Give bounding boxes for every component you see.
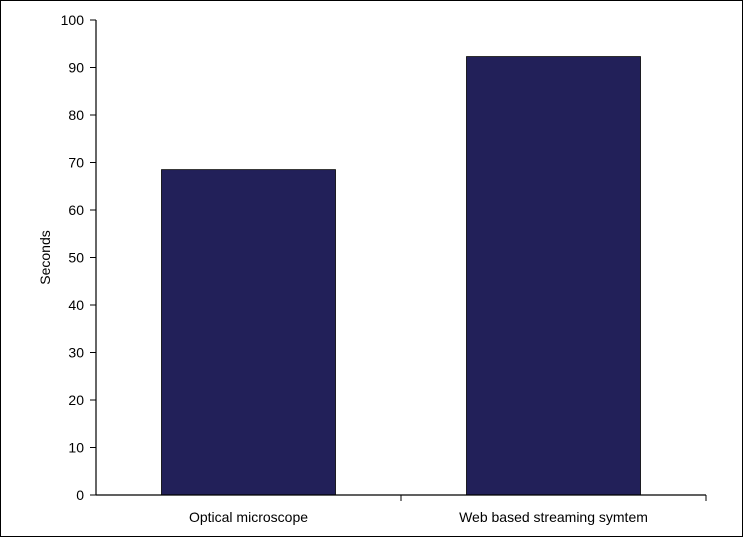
bars xyxy=(161,56,641,496)
x-tick-label: Web based streaming symtem xyxy=(459,509,648,525)
y-axis-label: Seconds xyxy=(37,230,53,284)
bar xyxy=(161,169,336,496)
x-tick-label: Optical microscope xyxy=(189,509,308,525)
y-tick-label: 50 xyxy=(68,250,84,266)
y-tick-label: 20 xyxy=(68,392,84,408)
y-tick-label: 60 xyxy=(68,202,84,218)
x-axis-ticks: Optical microscope Web based streaming sy… xyxy=(189,495,707,525)
y-tick-label: 80 xyxy=(68,107,84,123)
y-tick-label: 30 xyxy=(68,345,84,361)
y-tick-label: 40 xyxy=(68,297,84,313)
y-tick-label: 10 xyxy=(68,440,84,456)
y-tick-label: 100 xyxy=(61,12,85,28)
y-tick-label: 70 xyxy=(68,155,84,171)
bar xyxy=(466,56,641,496)
y-axis-ticks: 0 10 20 30 40 50 60 70 80 90 100 xyxy=(61,12,96,503)
y-tick-label: 90 xyxy=(68,60,84,76)
y-tick-label: 0 xyxy=(76,487,84,503)
